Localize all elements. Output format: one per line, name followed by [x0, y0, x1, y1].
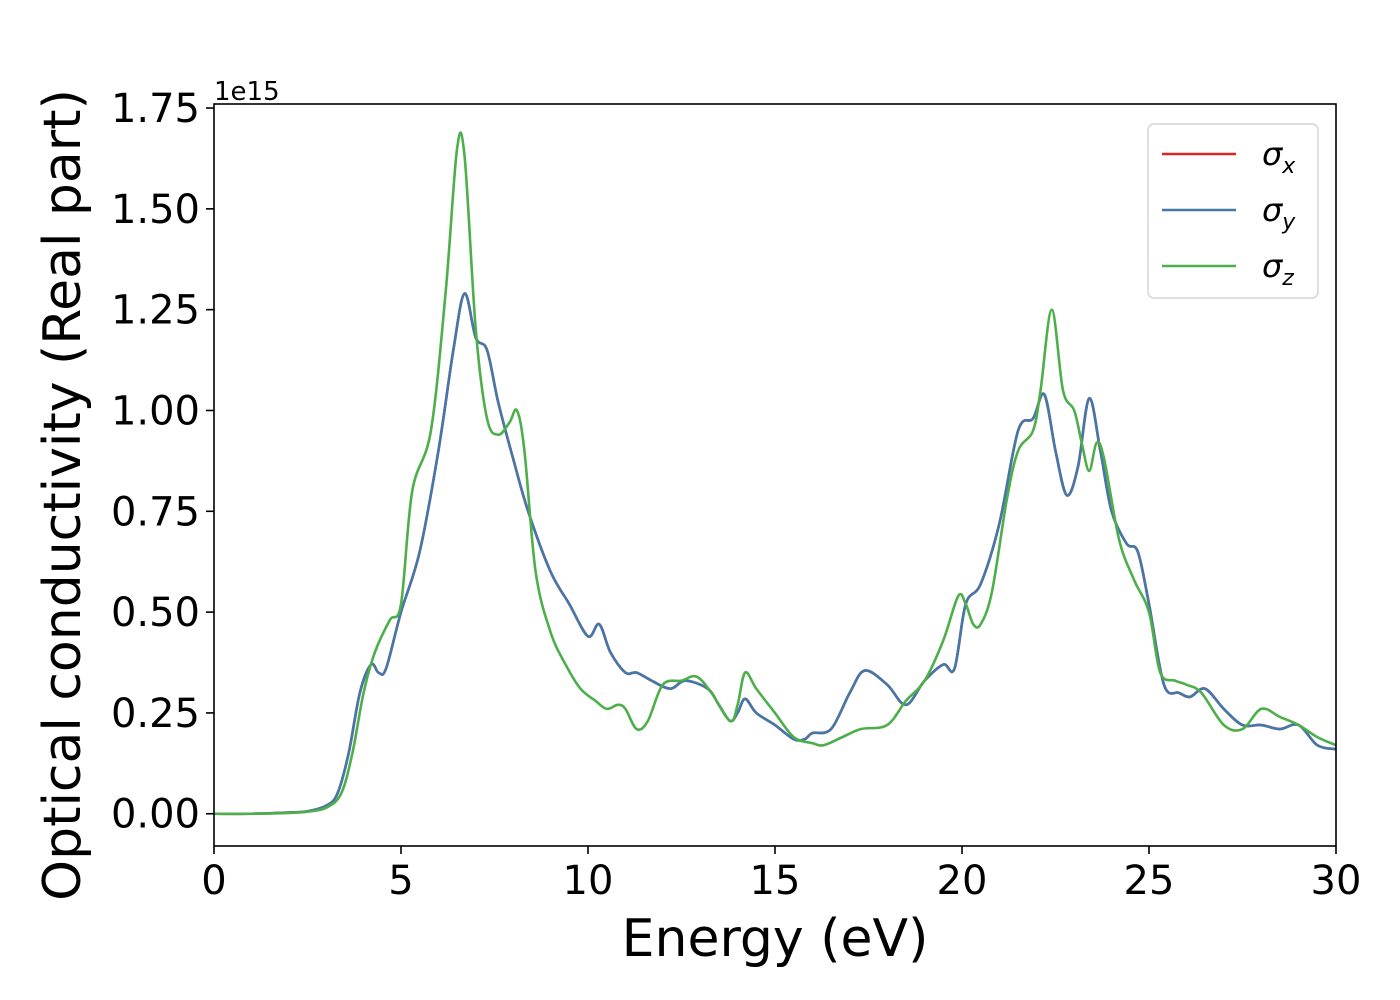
x-tick-label: 0 [201, 858, 226, 904]
y-tick-label: 1.75 [111, 86, 200, 132]
legend-label-sigma-x: σx [1262, 135, 1296, 179]
x-tick-label: 20 [937, 858, 988, 904]
legend-label-sigma-z: σz [1262, 247, 1294, 291]
x-tick-label: 5 [388, 858, 413, 904]
x-tick-label: 15 [750, 858, 801, 904]
x-axis: 0 5 10 15 20 25 30 [201, 846, 1361, 904]
y-tick-label: 0.75 [111, 489, 200, 535]
y-tick-label: 0.00 [111, 792, 200, 838]
series-line-sigma-z [214, 131, 1336, 816]
y-tick-label: 1.25 [111, 288, 200, 334]
y-tick-label: 0.25 [111, 691, 200, 737]
legend-label-sigma-y: σy [1262, 191, 1296, 235]
series-line-sigma-y [214, 292, 1336, 816]
series-layer [214, 131, 1336, 816]
y-offset-label: 1e15 [214, 77, 280, 107]
y-tick-label: 1.00 [111, 388, 200, 434]
x-axis-label: Energy (eV) [622, 909, 929, 969]
x-tick-label: 10 [563, 858, 614, 904]
x-tick-label: 30 [1311, 858, 1362, 904]
x-tick-label: 25 [1124, 858, 1175, 904]
legend: σx σy σz [1147, 123, 1319, 299]
y-tick-label: 0.50 [111, 590, 200, 636]
y-tick-label: 1.50 [111, 187, 200, 233]
y-axis: 0.00 0.25 0.50 0.75 1.00 1.25 1.50 1.75 [111, 86, 214, 838]
y-axis-label: Optical conductivity (Real part) [33, 89, 93, 901]
